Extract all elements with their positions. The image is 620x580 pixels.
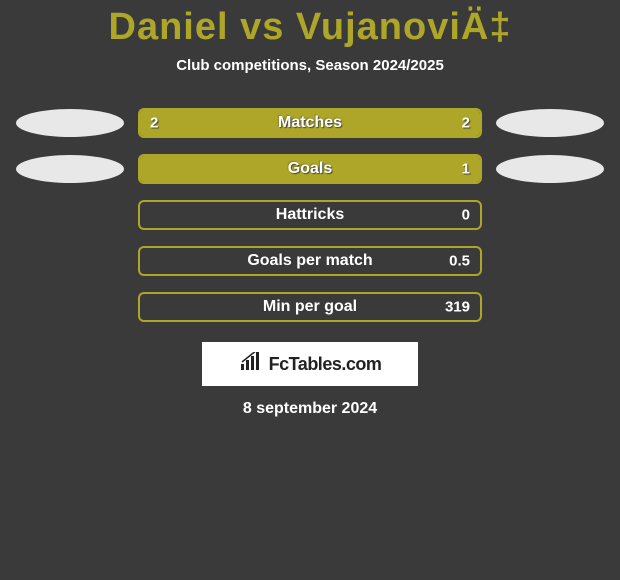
date-label: 8 september 2024 bbox=[0, 400, 620, 418]
stat-value-right: 1 bbox=[462, 161, 470, 178]
stat-label: Min per goal bbox=[263, 298, 357, 316]
right-ellipse bbox=[496, 247, 604, 275]
stat-rows-container: 2 Matches 2 Goals 1 Hattricks 0 Goals per match… bbox=[0, 108, 620, 322]
stat-value-right: 2 bbox=[462, 115, 470, 132]
stat-label: Hattricks bbox=[276, 206, 344, 224]
left-ellipse bbox=[16, 247, 124, 275]
stat-value-left: 2 bbox=[150, 115, 158, 132]
stat-row: Hattricks 0 bbox=[0, 200, 620, 230]
stat-value-right: 319 bbox=[445, 299, 470, 316]
stat-bar: 2 Matches 2 bbox=[138, 108, 482, 138]
bar-fill-left bbox=[140, 156, 310, 182]
left-ellipse bbox=[16, 201, 124, 229]
stat-bar: Min per goal 319 bbox=[138, 292, 482, 322]
stat-label: Matches bbox=[278, 114, 342, 132]
stat-label: Goals bbox=[288, 160, 332, 178]
left-ellipse bbox=[16, 155, 124, 183]
stat-row: Goals 1 bbox=[0, 154, 620, 184]
stat-bar: Hattricks 0 bbox=[138, 200, 482, 230]
stat-label: Goals per match bbox=[247, 252, 372, 270]
right-ellipse bbox=[496, 109, 604, 137]
stat-bar: Goals 1 bbox=[138, 154, 482, 184]
right-ellipse bbox=[496, 293, 604, 321]
subtitle: Club competitions, Season 2024/2025 bbox=[0, 57, 620, 74]
stat-value-right: 0 bbox=[462, 207, 470, 224]
stat-row: 2 Matches 2 bbox=[0, 108, 620, 138]
stat-row: Min per goal 319 bbox=[0, 292, 620, 322]
bar-fill-right bbox=[310, 156, 480, 182]
chart-icon bbox=[239, 352, 263, 377]
stat-value-right: 0.5 bbox=[449, 253, 470, 270]
stat-row: Goals per match 0.5 bbox=[0, 246, 620, 276]
stat-bar: Goals per match 0.5 bbox=[138, 246, 482, 276]
right-ellipse bbox=[496, 201, 604, 229]
right-ellipse bbox=[496, 155, 604, 183]
left-ellipse bbox=[16, 293, 124, 321]
left-ellipse bbox=[16, 109, 124, 137]
page-title: Daniel vs VujanoviÄ‡ bbox=[0, 0, 620, 57]
logo-text: FcTables.com bbox=[269, 354, 382, 375]
logo-box: FcTables.com bbox=[202, 342, 418, 386]
